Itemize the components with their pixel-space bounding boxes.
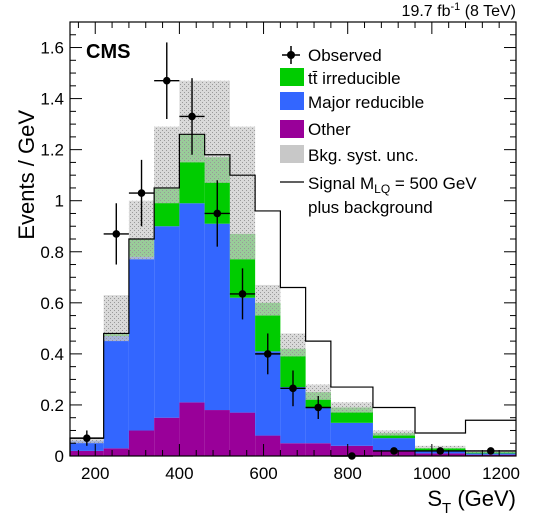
x-tick-label: 1200 [482,464,520,483]
y-axis-title: Events / GeV [14,110,39,240]
syst-band-bin5 [204,80,230,183]
observed-point-2 [137,189,146,197]
observed-point-4 [188,112,196,121]
bar-series0-bin4 [179,402,205,456]
observed-point-5 [213,209,222,218]
y-tick-label: 0.2 [40,396,64,415]
observed-point-9 [314,403,323,412]
y-tick-label: 0.4 [40,345,64,364]
syst-band-bin1 [103,295,129,342]
bar-series0-bin2 [128,430,155,456]
y-tick-label: 1.6 [40,39,64,58]
cms-label: CMS [86,41,130,63]
observed-point-0 [83,434,91,442]
signal-line [69,133,516,456]
bar-series0-bin9 [305,443,331,456]
bar-series0-bin0 [70,450,104,456]
bar-series0-bin5 [204,410,230,456]
x-axis-title: ST (GeV) [427,486,516,517]
x-tick-label: 200 [81,464,109,483]
bar-series0-bin10 [330,445,373,456]
x-tick-label: 1000 [413,464,451,483]
syst-band-bin12 [415,445,466,449]
legend-tt-swatch [280,68,304,86]
observed-point-12 [436,447,445,455]
legend: Observed tt̄ irreducible Major reducible… [280,46,477,217]
bar-series0-bin3 [154,417,180,456]
x-tick-label: 800 [334,464,362,483]
x-tick-label: 600 [249,464,277,483]
syst-band-bin6 [229,126,256,260]
bar-series0-bin12 [415,453,466,456]
observed-point-3 [162,76,171,85]
bar-series1-bin10 [330,422,373,446]
y-tick-label: 1 [55,192,64,211]
syst-band-bin11 [372,430,416,436]
observed-point-8 [289,384,297,393]
bar-series1-bin5 [204,223,230,411]
bar-series1-bin2 [128,256,155,431]
legend-observed-label: Observed [308,46,382,65]
bar-series0-bin1 [103,448,129,456]
observed-point-1 [112,230,121,238]
observed-point-11 [390,447,398,455]
observed-point-7 [263,350,272,358]
legend-syst-swatch [280,145,304,163]
bar-series1-bin1 [103,336,129,449]
signal-step-line [69,133,516,456]
legend-tt-label: tt̄ irreducible [308,69,401,88]
y-tick-label: 0 [55,447,64,466]
bar-series0-bin8 [280,443,306,456]
y-tick-label: 0.8 [40,243,64,262]
syst-band-bin7 [255,284,281,316]
x-tick-label: 400 [165,464,193,483]
lumi-label: 19.7 fb-1 (8 TeV) [402,1,516,20]
bar-series1-bin11 [372,438,416,451]
syst-band [70,80,516,453]
legend-major-swatch [280,92,304,110]
bar-series0-bin6 [229,412,256,456]
axes: 0 0.2 0.4 0.6 0.8 1 1.2 1.4 1.6 200 400 600 800 1000 1… [40,21,520,483]
legend-observed-marker [287,51,295,59]
observed-point-6 [238,290,247,298]
observed-point-13 [486,447,495,455]
legend-other-label: Other [308,120,351,139]
legend-signal-label: Signal MLQ = 500 GeV [308,174,477,196]
syst-band-bin8 [280,333,306,357]
legend-syst-label: Bkg. syst. unc. [308,146,419,165]
syst-band-bin9 [305,384,331,400]
bar-series0-bin7 [255,435,281,456]
legend-major-label: Major reducible [308,93,424,112]
syst-band-bin3 [154,126,180,204]
bar-series1-bin4 [179,203,205,403]
y-tick-label: 1.4 [40,90,64,109]
bar-series0-bin13 [465,454,516,456]
y-tick-label: 1.2 [40,141,64,160]
y-tick-label: 0.6 [40,294,64,313]
syst-band-bin10 [330,402,373,413]
bar-series1-bin3 [154,226,180,418]
legend-signal-label-line2: plus background [308,198,433,217]
legend-other-swatch [280,120,304,138]
